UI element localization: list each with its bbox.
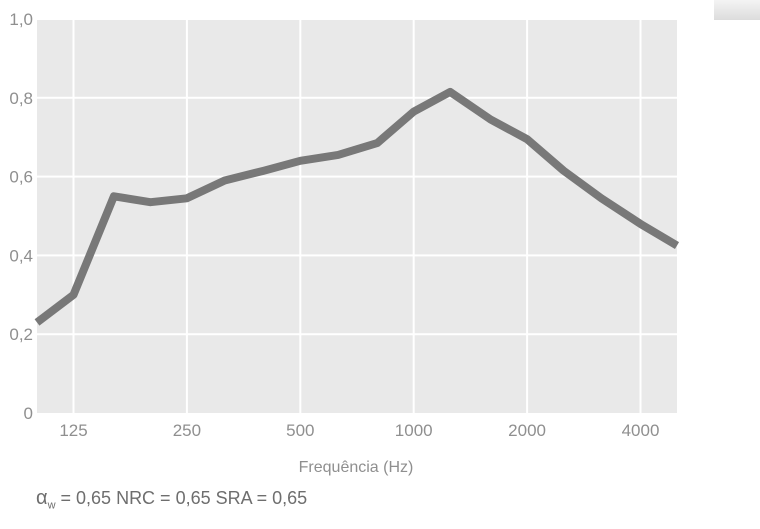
y-tick-label: 0,6: [9, 168, 33, 187]
y-tick-label: 0,8: [9, 89, 33, 108]
x-tick-label: 2000: [508, 421, 546, 440]
series-line: [34, 87, 680, 326]
alpha-subscript: w: [47, 499, 56, 512]
x-tick-label: 4000: [622, 421, 660, 440]
x-tick-label: 1000: [395, 421, 433, 440]
y-tick-label: 0,4: [9, 246, 33, 265]
alpha-symbol: α: [36, 487, 48, 509]
x-tick-label: 125: [59, 421, 87, 440]
summary-values: = 0,65 NRC = 0,65 SRA = 0,65: [55, 488, 308, 508]
corner-decoration: [714, 0, 760, 20]
x-axis-ticks: 125 250 500 1000 2000 4000: [59, 421, 659, 440]
y-tick-label: 0,2: [9, 325, 33, 344]
plot-area: [37, 19, 677, 413]
x-tick-label: 500: [286, 421, 314, 440]
y-axis-ticks: 0 0,2 0,4 0,6 0,8 1,0: [9, 10, 33, 423]
y-tick-label: 0: [24, 404, 33, 423]
absorption-summary: αw = 0,65 NRC = 0,65 SRA = 0,65: [36, 487, 307, 512]
series-group: [34, 87, 680, 326]
x-axis-label: Frequência (Hz): [299, 459, 414, 476]
y-tick-label: 1,0: [9, 10, 33, 29]
grid: [37, 18, 677, 413]
x-tick-label: 250: [173, 421, 201, 440]
